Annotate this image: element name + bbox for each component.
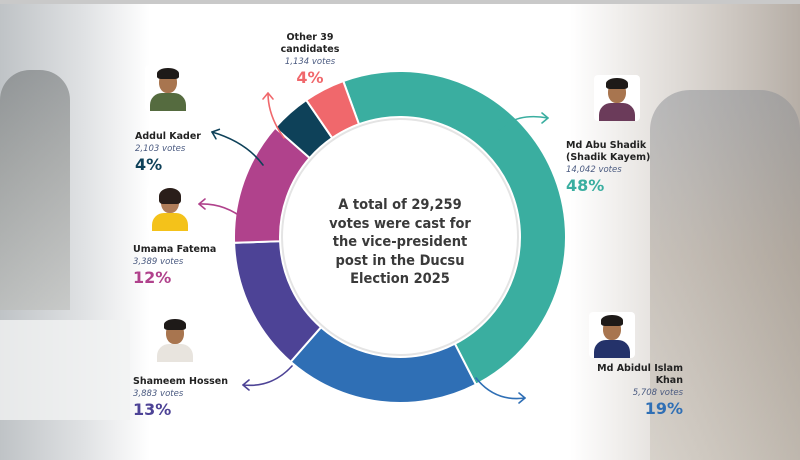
arrow-addul-kader bbox=[211, 131, 264, 166]
candidate-abidul-islam-khan: Md Abidul Islam Khan 5,708 votes 19% bbox=[573, 363, 683, 419]
candidate-percent: 4% bbox=[296, 68, 324, 87]
arrow-other-head bbox=[262, 92, 274, 100]
center-line-1: A total of 29,259 bbox=[338, 197, 462, 213]
candidate-percent: 48% bbox=[566, 176, 605, 195]
arrow-umama-fatema-head bbox=[198, 198, 206, 210]
center-line-5: Election 2025 bbox=[350, 271, 450, 287]
candidate-name-line: Umama Fatema bbox=[133, 244, 217, 255]
candidate-addul-kader: Addul Kader 2,103 votes 4% bbox=[135, 131, 245, 175]
center-line-3: the vice-president bbox=[332, 234, 468, 250]
avatar-abu-shadik bbox=[594, 75, 640, 121]
arrow-other bbox=[267, 92, 285, 139]
center-summary: A total of 29,259 votes were cast for th… bbox=[325, 196, 475, 289]
candidate-votes: 14,042 votes bbox=[566, 165, 622, 175]
arrow-abidul-islam-khan-head bbox=[518, 392, 526, 404]
candidate-name-line: Addul Kader bbox=[135, 131, 201, 142]
background-ballots bbox=[0, 320, 130, 420]
candidate-votes: 3,883 votes bbox=[133, 389, 184, 399]
center-line-2: votes were cast for bbox=[329, 215, 471, 232]
candidate-name-line: Khan bbox=[655, 375, 683, 386]
candidate-other: Other 39 candidates 1,134 votes 4% bbox=[270, 32, 350, 88]
candidate-votes: 2,103 votes bbox=[135, 144, 186, 154]
candidate-votes: 5,708 votes bbox=[632, 388, 683, 398]
donut-hole bbox=[281, 118, 519, 356]
candidate-abu-shadik: Md Abu Shadik (Shadik Kayem) 14,042 vote… bbox=[566, 140, 676, 196]
candidate-name-line: (Shadik Kayem) bbox=[566, 152, 651, 163]
background-photo-left bbox=[0, 0, 150, 460]
background-photo-right bbox=[570, 0, 800, 460]
candidate-shameem-hossen: Shameem Hossen 3,883 votes 13% bbox=[133, 376, 253, 420]
candidate-name-line: Shameem Hossen bbox=[133, 376, 228, 387]
arrow-shameem-hossen-head bbox=[242, 379, 250, 391]
arrow-abidul-islam-khan bbox=[475, 377, 526, 400]
arrow-shameem-hossen bbox=[242, 365, 293, 387]
candidate-umama-fatema: Umama Fatema 3,389 votes 12% bbox=[133, 244, 243, 288]
center-line-4: post in the Ducsu bbox=[335, 252, 465, 269]
arrow-abu-shadik-head bbox=[541, 112, 549, 124]
candidate-votes: 3,389 votes bbox=[133, 257, 184, 267]
candidate-name-line: candidates bbox=[280, 44, 340, 55]
candidate-percent: 13% bbox=[133, 400, 172, 419]
avatar-abidul-islam-khan bbox=[589, 312, 635, 358]
candidate-name-line: Md Abu Shadik bbox=[566, 140, 647, 151]
slice-abu-shadik bbox=[341, 70, 567, 386]
avatar-umama-fatema bbox=[147, 185, 193, 231]
candidate-percent: 12% bbox=[133, 268, 172, 287]
candidate-percent: 4% bbox=[135, 155, 163, 174]
background-queue bbox=[650, 90, 800, 460]
arrow-addul-kader-head bbox=[211, 128, 221, 140]
candidate-votes: 1,134 votes bbox=[284, 57, 336, 67]
slice-other bbox=[304, 79, 361, 140]
candidate-percent: 19% bbox=[644, 399, 683, 418]
top-border bbox=[0, 0, 800, 4]
arrow-abu-shadik bbox=[496, 115, 549, 133]
background-person bbox=[0, 70, 70, 310]
avatar-shameem-hossen bbox=[152, 316, 198, 362]
avatar-addul-kader bbox=[145, 65, 191, 111]
candidate-name-line: Other 39 bbox=[286, 32, 334, 43]
arrow-umama-fatema bbox=[198, 203, 246, 221]
candidate-name-line: Md Abidul Islam bbox=[597, 363, 683, 374]
